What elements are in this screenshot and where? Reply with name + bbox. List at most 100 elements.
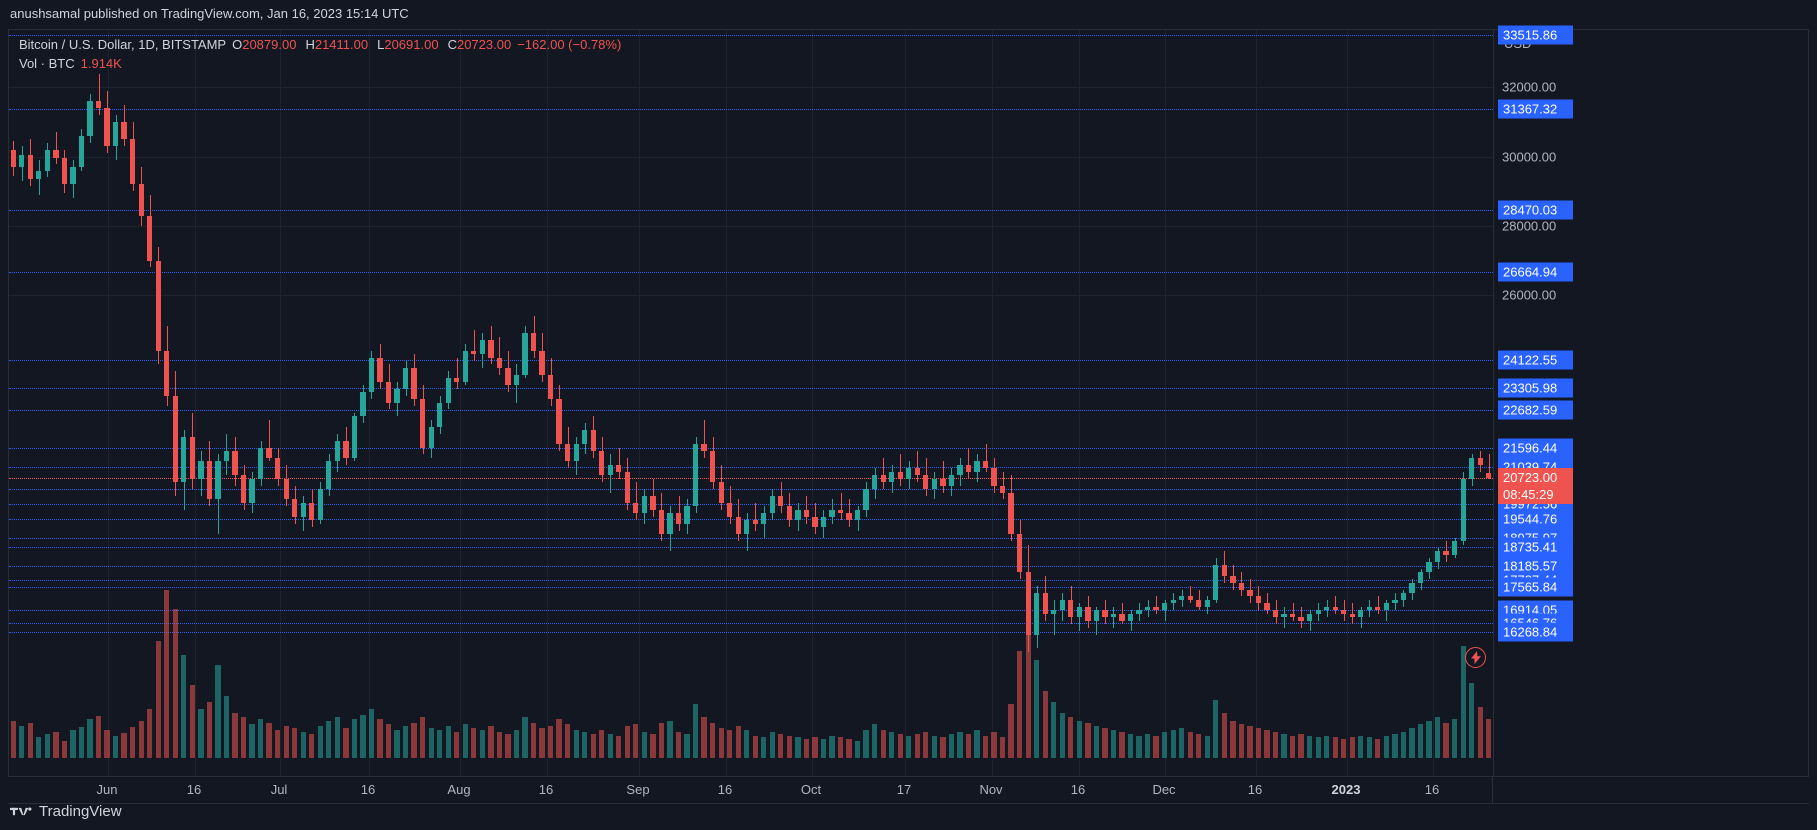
candle-body [1136,610,1142,614]
price-level-badge[interactable]: 33515.86 [1498,25,1573,45]
volume-bar [727,730,733,758]
candle-body [1076,606,1082,618]
candle-body [317,489,323,521]
volume-bar [1298,733,1304,758]
candle-body [1460,478,1466,542]
candle-body [1110,613,1117,618]
volume-bar [249,724,255,758]
volume-bar [19,726,25,758]
horizontal-level-line[interactable] [9,579,1493,581]
volume-bar [462,724,468,758]
horizontal-level-line[interactable] [9,609,1493,611]
candle-wick [1301,606,1302,628]
volume-bar [454,731,460,758]
horizontal-level-line[interactable] [9,109,1493,111]
price-level-badge[interactable]: 19544.76 [1498,509,1573,529]
candle-body [419,399,426,448]
candle-body [1434,551,1441,562]
current-price-value: 20723.00 [1503,469,1558,485]
candle-body [1102,610,1108,618]
time-axis-tick: Sep [626,782,650,797]
volume-bar [1085,722,1091,758]
time-axis-tick: 16 [1070,782,1086,797]
horizontal-level-line[interactable] [9,632,1493,634]
price-level-badge[interactable]: 21596.44 [1498,438,1573,458]
candle-body [1358,610,1364,618]
candle-body [1034,592,1040,635]
candle-body [846,513,852,521]
candle-body [437,402,443,427]
candle-body [940,478,946,486]
candle-body [812,516,818,528]
price-level-badge[interactable]: 31367.32 [1498,99,1573,119]
price-level-badge[interactable]: 17565.84 [1498,577,1573,597]
volume-bar [155,641,161,758]
volume-bar [198,709,204,758]
horizontal-level-line[interactable] [9,565,1493,567]
candle-wick [1096,606,1097,635]
current-price-badge[interactable]: 20723.00 08:45:29 [1498,467,1573,504]
horizontal-level-line[interactable] [9,410,1493,412]
volume-bar [1366,737,1372,758]
horizontal-level-line[interactable] [9,388,1493,390]
candle-body [727,502,733,517]
horizontal-level-line[interactable] [9,209,1493,211]
horizontal-level-line[interactable] [9,622,1493,624]
volume-bar [283,726,289,758]
price-level-badge[interactable]: 24122.55 [1498,350,1573,370]
horizontal-level-line[interactable] [9,272,1493,274]
candle-body [1341,610,1347,614]
volume-bar [1170,730,1176,758]
time-axis-tick: 2023 [1331,782,1361,797]
volume-bar [121,732,127,758]
horizontal-level-line[interactable] [9,518,1493,520]
horizontal-level-line[interactable] [9,546,1493,548]
price-level-badge[interactable]: 22682.59 [1498,400,1573,420]
candle-body [1255,596,1262,604]
candle-wick [1352,603,1353,625]
time-axis-tick: Jul [270,782,288,797]
horizontal-level-line[interactable] [9,34,1493,36]
volume-bar [658,722,665,758]
volume-bar [232,713,238,758]
candle-body [275,457,281,479]
volume-bar [539,728,545,758]
price-level-badge[interactable]: 28470.03 [1498,200,1573,220]
horizontal-level-line[interactable] [9,587,1493,589]
candle-body [590,430,596,451]
volume-bar [36,737,42,758]
horizontal-level-line[interactable] [9,489,1493,491]
time-axis[interactable]: Jun 16 Jul 16 Aug 16 Sep 16 Oct 17 Nov 16 Dec 16 2023 1… [8,777,1809,804]
candle-body [829,509,835,517]
price-level-badge[interactable]: 18735.41 [1498,537,1573,557]
volume-bar [130,727,136,758]
candle-wick [1344,599,1345,621]
price-level-badge[interactable]: 16268.84 [1498,622,1573,642]
time-axis-tick: 17 [896,782,912,797]
lightning-bolt-icon[interactable] [1465,647,1486,668]
time-gridline [812,30,813,776]
horizontal-level-line[interactable] [9,447,1493,449]
candle-body [1366,606,1372,611]
volume-bar [684,733,690,758]
horizontal-level-line[interactable] [9,466,1493,468]
horizontal-level-line[interactable] [9,538,1493,540]
candle-wick [1310,610,1311,632]
price-level-badge[interactable]: 26664.94 [1498,262,1573,282]
volume-bar [1187,731,1193,758]
candle-body [1306,613,1313,621]
horizontal-level-line[interactable] [9,503,1493,505]
volume-bar [957,731,963,758]
volume-bar [1051,702,1057,758]
candle-body [709,451,716,483]
volume-bar [599,730,605,758]
volume-bar [1434,716,1441,758]
candle-wick [457,357,458,389]
candle-body [1315,610,1321,614]
volume-bar [78,727,85,758]
plot-area[interactable] [9,30,1493,776]
horizontal-level-line[interactable] [9,360,1493,362]
price-level-badge[interactable]: 23305.98 [1498,378,1573,398]
candle-wick [704,419,705,458]
